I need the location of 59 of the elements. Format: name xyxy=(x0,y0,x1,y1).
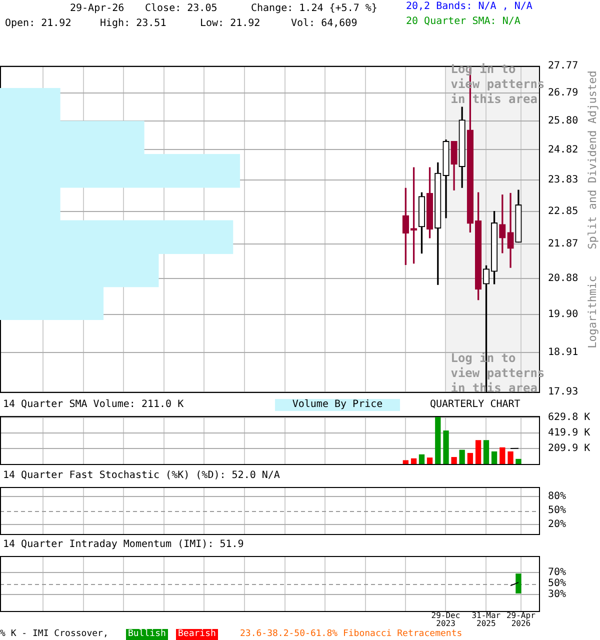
candlestick xyxy=(507,192,514,268)
bar xyxy=(483,440,490,464)
text: Logarithmic xyxy=(586,276,599,348)
bar xyxy=(418,454,425,464)
bar xyxy=(459,450,465,464)
bar xyxy=(500,447,506,464)
y-tick-label: 19.90 xyxy=(548,308,578,320)
bar xyxy=(451,457,457,464)
bar xyxy=(443,430,449,464)
text: Volume By Price xyxy=(275,399,400,411)
x-tick-label: 29-Apr 2026 xyxy=(506,611,536,628)
text: 29-Apr-26 xyxy=(70,3,124,15)
text: QUARTERLY CHART xyxy=(430,399,520,411)
bar xyxy=(410,458,417,464)
chart-title: 14 Quarter Fast Stochastic (%K) (%D): 52.0 N/A xyxy=(3,470,280,482)
bar xyxy=(508,451,514,464)
y-tick-label: 419.9 K xyxy=(548,428,590,439)
chart-title: 14 Quarter Intraday Momentum (IMI): 51.9 xyxy=(3,539,244,551)
text: Bearish xyxy=(176,629,218,640)
y-tick-label: 24.82 xyxy=(548,144,578,156)
text: Change: 1.24 {+5.7 %} xyxy=(251,3,378,15)
y-tick-label: 629.8 K xyxy=(548,412,590,424)
text: % K - IMI Crossover, xyxy=(0,629,108,640)
text: Vol: 64,609 xyxy=(291,18,358,30)
y-tick-label: 26.79 xyxy=(548,87,578,98)
y-tick-label: 27.77 xyxy=(548,60,578,72)
bar xyxy=(402,460,409,464)
x-tick-label: 31-Mar 2025 xyxy=(472,611,501,628)
chart-title: 14 Quarter SMA Volume: 211.0 K xyxy=(3,399,184,411)
y-tick-label: 17.93 xyxy=(548,386,578,398)
bar xyxy=(475,440,482,464)
text: High: 23.51 xyxy=(100,18,166,30)
text: 20 Quarter SMA: N/A xyxy=(406,16,520,28)
y-tick-label: 209.9 K xyxy=(548,443,590,454)
y-axis-title: Split and Dividend Adjusted xyxy=(586,70,599,250)
y-tick-label: 70% xyxy=(548,567,566,578)
text: Low: 21.92 xyxy=(200,18,260,30)
y-tick-label: 20% xyxy=(548,519,566,530)
y-tick-label: 21.87 xyxy=(548,238,578,250)
text: Bullish xyxy=(126,629,168,640)
y-tick-label: 18.91 xyxy=(548,346,578,358)
y-tick-label: 23.83 xyxy=(548,174,578,186)
y-tick-label: 50% xyxy=(548,578,566,590)
text: 20,2 Bands: N/A , N/A xyxy=(406,1,532,13)
y-tick-label: 22.85 xyxy=(548,206,578,217)
bar xyxy=(491,451,498,464)
y-tick-label: 25.80 xyxy=(548,115,578,126)
bar xyxy=(467,452,474,464)
x-tick-label: 29-Dec 2023 xyxy=(431,611,460,628)
text: 23.6-38.2-50-61.8% Fibonacci Retracements xyxy=(240,629,462,640)
y-tick-label: 30% xyxy=(548,589,566,600)
bar xyxy=(435,416,441,464)
bar xyxy=(516,458,522,464)
bar xyxy=(426,458,433,464)
text: Close: 23.05 xyxy=(145,3,218,15)
y-tick-label: 80% xyxy=(548,490,566,502)
text: Open: 21.92 xyxy=(5,18,72,30)
y-tick-label: 20.88 xyxy=(548,273,578,284)
y-tick-label: 50% xyxy=(548,505,566,516)
